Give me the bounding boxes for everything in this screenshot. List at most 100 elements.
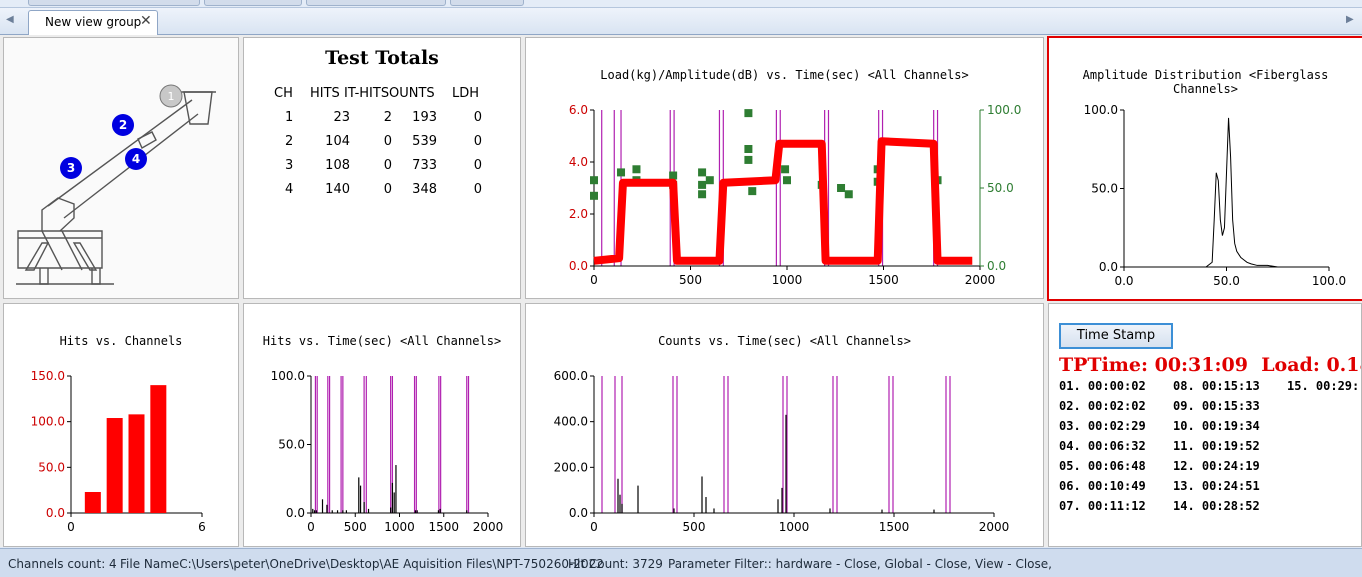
sensor-diagram-panel: 1 2 3 4 xyxy=(3,37,239,299)
amplitude-point xyxy=(837,184,846,192)
x-tick-label: 500 xyxy=(344,520,367,534)
x-tick-label: 1000 xyxy=(384,520,415,534)
boom-upper-line xyxy=(47,99,193,207)
view-group-content: 1 2 3 4 Test Totals CH HITS IT-HITS OUNT… xyxy=(0,35,1362,547)
sensor-4-label: 4 xyxy=(132,152,140,166)
y-tick-label: 100.0 xyxy=(271,369,305,383)
amplitude-point xyxy=(748,187,757,196)
timestamp-entry: 15. 00:29: xyxy=(1287,379,1360,393)
amplitude-point xyxy=(744,155,753,164)
counts-vs-time-panel[interactable]: Counts vs. Time(sec) <All Channels> 600.… xyxy=(525,303,1044,547)
boom-joint xyxy=(137,131,157,149)
y-tick-label: 0.0 xyxy=(569,506,588,520)
hidden-tab-2[interactable] xyxy=(204,0,302,6)
sensor-1-label: 1 xyxy=(168,90,175,103)
counts-vs-time-chart: 600.0 400.0 200.0 0.00 500 1000 1500 2000 xyxy=(554,369,1010,534)
amplitude-point xyxy=(744,145,753,153)
parameter-filter: Parameter Filter:: hardware - Close, Glo… xyxy=(668,557,1052,571)
table-cell: 0 xyxy=(473,134,482,149)
right-tick-label: 100.0 xyxy=(987,103,1021,117)
bar-channel-3 xyxy=(128,414,145,513)
amplitude-point xyxy=(590,176,598,185)
timestamp-entry: 05. 00:06:48 xyxy=(1059,459,1146,473)
table-cell: 0 xyxy=(383,158,392,173)
timestamp-entry: 03. 00:02:29 xyxy=(1059,419,1146,433)
table-cell: 539 xyxy=(412,134,437,149)
time-stamp-panel: Time Stamp TPTime: 00:31:09 Load: 0.184 … xyxy=(1048,303,1362,547)
x-tick-label: 1500 xyxy=(879,520,910,534)
amplitude-point xyxy=(783,176,791,185)
y-tick-label: 100.0 xyxy=(1084,103,1118,117)
chart-title: Hits vs. Channels xyxy=(59,334,183,348)
y-tick-label: 6.0 xyxy=(569,103,588,117)
table-cell: 0 xyxy=(473,158,482,173)
amplitude-point xyxy=(698,190,707,199)
x-tick-label: 2000 xyxy=(979,520,1010,534)
hits-vs-channels-chart: 150.0 100.0 50.0 0.00 6 xyxy=(31,369,206,534)
x-tick-label: 1000 xyxy=(779,520,810,534)
table-cell: 140 xyxy=(325,182,350,197)
x-tick-label: 0 xyxy=(590,273,598,287)
y-tick-label: 0.0 xyxy=(46,506,65,520)
x-tick-label: 0 xyxy=(67,520,75,534)
scroll-right-icon[interactable]: ▶ xyxy=(1346,14,1354,25)
amplitude-point xyxy=(705,176,714,185)
y-tick-label: 400.0 xyxy=(554,415,588,429)
channels-count: Channels count: 4 xyxy=(8,557,117,571)
y-tick-label: 100.0 xyxy=(31,415,65,429)
hidden-tab-4[interactable] xyxy=(450,0,524,6)
base-frame xyxy=(17,230,103,269)
sensor-2-marker xyxy=(112,114,134,136)
load-amplitude-chart-panel[interactable]: Load(kg)/Amplitude(dB) vs. Time(sec) <Al… xyxy=(525,37,1044,299)
time-stamp-button[interactable]: Time Stamp xyxy=(1059,323,1173,349)
header-ldh: LDH xyxy=(452,86,480,101)
load-value: Load: 0.184 xyxy=(1261,354,1361,376)
hits-vs-channels-panel[interactable]: Hits vs. Channels 150.0 100.0 50.0 0.0 0 6 xyxy=(3,303,239,547)
table-cell: 23 xyxy=(333,110,350,125)
hidden-tab-1[interactable] xyxy=(28,0,200,6)
tab-new-view-group[interactable]: New view group ✕ xyxy=(28,10,158,36)
close-icon[interactable]: ✕ xyxy=(140,13,152,29)
timestamp-entry: 06. 00:10:49 xyxy=(1059,479,1146,493)
hidden-tab-3[interactable] xyxy=(306,0,446,6)
load-line xyxy=(593,137,973,265)
hits-vs-time-panel[interactable]: Hits vs. Time(sec) <All Channels> 100.0 5… xyxy=(243,303,521,547)
x-tick-label: 0 xyxy=(307,520,315,534)
header-ch: CH xyxy=(274,86,293,101)
tp-time: TPTime: 00:31:09 xyxy=(1059,354,1248,376)
x-tick-label: 1000 xyxy=(772,273,803,287)
chart-title: Hits vs. Time(sec) <All Channels> xyxy=(262,334,502,348)
sensor-1-marker xyxy=(159,84,183,108)
timestamp-entry: 10. 00:19:34 xyxy=(1173,419,1260,433)
table-cell: 2 xyxy=(285,134,294,149)
bar-channel-1 xyxy=(84,491,101,513)
table-cell: 3 xyxy=(285,158,294,173)
table-cell: 2 xyxy=(383,110,392,125)
hit-count: Hit Count: 3729 xyxy=(568,557,663,571)
amplitude-point xyxy=(590,191,598,200)
base-legs xyxy=(41,230,83,271)
right-tick-label: 0.0 xyxy=(987,259,1006,273)
bucket xyxy=(183,91,213,125)
timestamp-entry: 13. 00:24:51 xyxy=(1173,479,1260,493)
x-tick-label: 6 xyxy=(198,520,206,534)
table-cell: 104 xyxy=(325,134,350,149)
y-tick-label: 4.0 xyxy=(569,155,588,169)
test-totals-panel: Test Totals CH HITS IT-HITS OUNTS LDH 1 … xyxy=(243,37,521,299)
chart-title: Counts vs. Time(sec) <All Channels> xyxy=(658,334,911,348)
file-name: File NameC:\Users\peter\OneDrive\Desktop… xyxy=(120,557,604,571)
scroll-left-icon[interactable]: ◀ xyxy=(6,14,14,25)
amplitude-point xyxy=(698,168,707,177)
tab-label: New view group xyxy=(45,15,142,29)
table-cell: 733 xyxy=(412,158,437,173)
timestamp-entry: 08. 00:15:13 xyxy=(1173,379,1260,393)
y-tick-label: 0.0 xyxy=(569,259,588,273)
base-leg-right xyxy=(72,242,98,271)
x-tick-label: 500 xyxy=(683,520,706,534)
y-tick-label: 0.0 xyxy=(286,506,305,520)
x-tick-label: 1500 xyxy=(868,273,899,287)
amplitude-distribution-panel[interactable]: Amplitude Distribution <Fiberglass Chann… xyxy=(1047,36,1362,301)
table-cell: 4 xyxy=(285,182,294,197)
boom-pivot xyxy=(41,197,75,232)
bar-channel-2 xyxy=(106,418,123,513)
